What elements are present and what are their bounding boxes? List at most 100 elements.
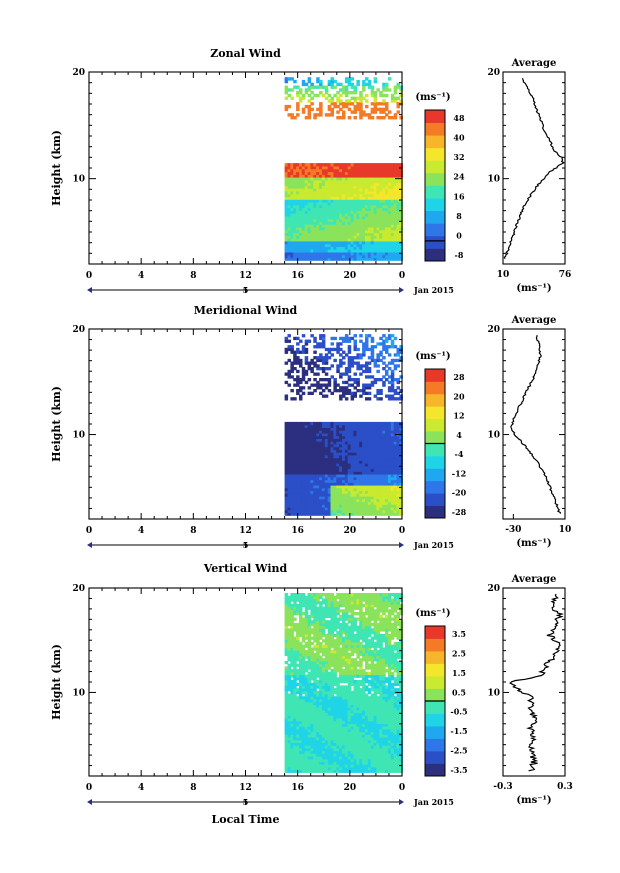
heatmap-cell (316, 238, 320, 242)
heatmap-cell (319, 353, 323, 357)
colorbar-label: 32 (453, 152, 464, 162)
heatmap-cell (299, 358, 303, 363)
heatmap-cell (316, 342, 320, 346)
heatmap-cell (347, 482, 352, 486)
heatmap-cell (399, 512, 403, 516)
heatmap-cell (367, 476, 372, 481)
heatmap-cell (382, 485, 386, 489)
heatmap-cell (304, 179, 309, 184)
heatmap-cell (319, 188, 323, 192)
heatmap-cell (382, 435, 386, 439)
heatmap-cell (324, 185, 329, 189)
heatmap-cell (321, 753, 326, 757)
heatmap-cell (324, 85, 329, 89)
heatmap-cell (362, 215, 366, 220)
heatmap-cell (316, 107, 320, 112)
heatmap-cell (333, 509, 337, 513)
heatmap-cell (356, 254, 360, 259)
heatmap-cell (333, 745, 337, 749)
heatmap-cell (293, 698, 297, 703)
heatmap-cell (359, 99, 363, 103)
heatmap-cell (287, 737, 291, 741)
heatmap-cell (296, 758, 300, 762)
heatmap-cell (330, 238, 334, 242)
heatmap-cell (387, 353, 392, 357)
heatmap-cell (330, 79, 334, 84)
heatmap-cell (284, 397, 289, 401)
heatmap-cells (284, 334, 403, 516)
average-y-tick-label: 10 (487, 431, 500, 441)
heatmap-cell (330, 728, 334, 733)
heatmap-cell (365, 476, 369, 481)
heatmap-cell (299, 246, 303, 250)
heatmap-cell (299, 617, 303, 621)
heatmap-cell (382, 179, 386, 184)
heatmap-cell (365, 449, 369, 453)
heatmap-cell (393, 199, 398, 203)
heatmap-cell (390, 427, 395, 431)
heatmap-cell (299, 504, 303, 508)
heatmap-cell (350, 102, 355, 106)
heatmap-cell (307, 454, 312, 459)
heatmap-cell (385, 339, 389, 343)
heatmap-cell (310, 435, 314, 439)
heatmap-cell (362, 165, 366, 170)
heatmap-cell (293, 238, 297, 242)
heatmap-cell (310, 96, 314, 100)
heatmap-cell (307, 603, 312, 608)
heatmap-cell (316, 215, 320, 220)
heatmap-cell (284, 441, 289, 445)
heatmap-cell (307, 476, 312, 481)
heatmap-cell (299, 435, 303, 439)
heatmap-cell (379, 165, 383, 170)
heatmap-cell (390, 509, 395, 513)
heatmap-cell (313, 509, 317, 513)
heatmap-cell (321, 174, 326, 178)
heatmap-cell (393, 213, 398, 217)
heatmap-cell (373, 487, 378, 492)
heatmap-cell (293, 769, 297, 773)
heatmap-cell (344, 424, 349, 428)
heatmap-cell (353, 218, 357, 222)
heatmap-cell (319, 107, 323, 112)
heatmap-cell (301, 254, 306, 259)
heatmap-cell (393, 479, 398, 483)
heatmap-cell (290, 614, 294, 619)
heatmap-cell (330, 427, 334, 431)
heatmap-cell (382, 202, 386, 206)
heatmap-cell (344, 235, 349, 239)
heatmap-cell (316, 663, 320, 667)
heatmap-cell (367, 490, 372, 494)
heatmap-cell (324, 490, 329, 494)
heatmap-cell (376, 238, 380, 242)
heatmap-cell (321, 487, 326, 492)
heatmap-cell (327, 350, 332, 354)
average-title: Average (511, 315, 557, 326)
heatmap-cell (353, 168, 357, 173)
heatmap-cell (290, 636, 294, 640)
heatmap-cell (333, 682, 337, 686)
heatmap-cell (356, 185, 360, 189)
heatmap-cell (313, 628, 317, 632)
heatmap-cell (390, 449, 395, 453)
heatmap-cell (324, 361, 329, 365)
heatmap-cell (319, 113, 323, 117)
heatmap-cell (356, 163, 360, 167)
heatmap-cell (310, 612, 314, 616)
heatmap-cell (342, 221, 346, 225)
heatmap-cell (296, 243, 300, 247)
heatmap-cell (301, 93, 306, 98)
heatmap-cell (304, 430, 309, 434)
heatmap-cell (385, 232, 389, 236)
heatmap-cell (359, 367, 363, 371)
heatmap-cell (399, 193, 403, 197)
heatmap-cell (330, 628, 334, 632)
heatmap-cell (367, 471, 372, 475)
heatmap-cell (310, 232, 314, 236)
heatmap-cell (376, 88, 380, 92)
heatmap-cell (385, 177, 389, 181)
heatmap-cell (382, 380, 386, 385)
heatmap-cell (333, 102, 337, 106)
